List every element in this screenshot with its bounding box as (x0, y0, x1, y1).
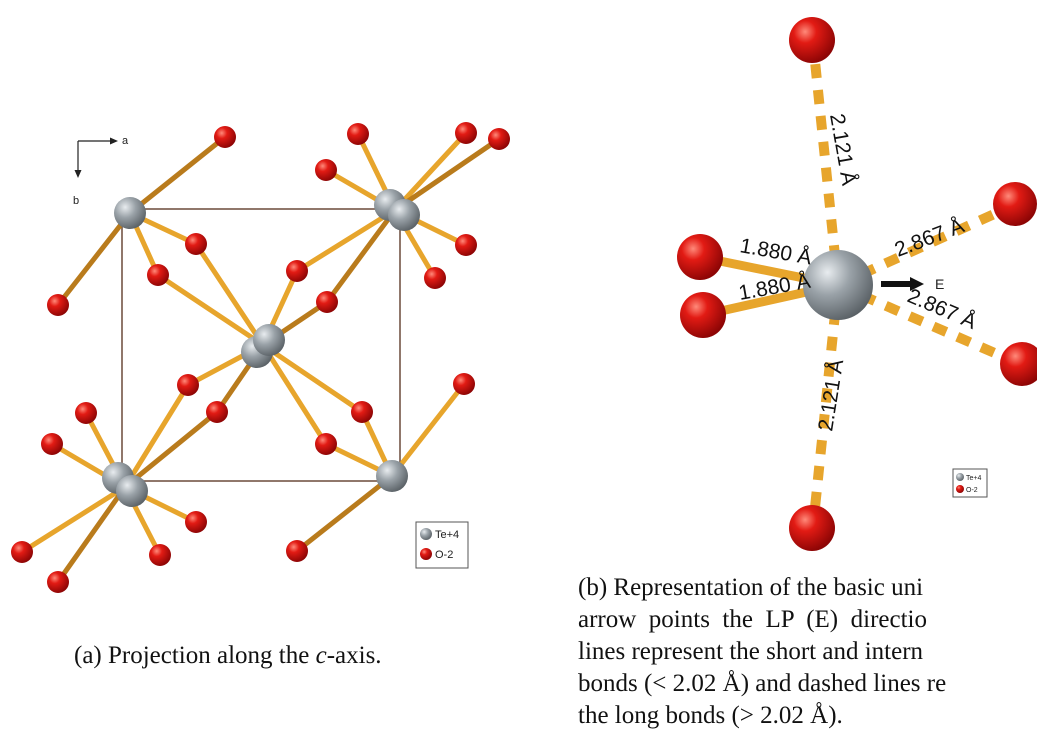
axis-label-a: a (122, 135, 129, 147)
caption-a: (a) Projection along the c-axis. (74, 640, 494, 672)
oxygen-atoms-panel-b (677, 17, 1037, 551)
caption-b-line: bonds (< 2.02 Å) and dashed lines re (578, 670, 947, 697)
legend-panel-b: Te+4 O-2 (952, 468, 988, 498)
tellurium-atom-panel-b (803, 250, 873, 320)
caption-b-line: arrow points the LP (E) directio (578, 606, 927, 633)
caption-b-line: (b) Representation of the basic uni (578, 574, 924, 601)
caption-b-line: lines represent the short and intern (578, 638, 924, 665)
caption-a-prefix: (a) Projection along the (74, 642, 316, 669)
legend-te: Te+4 (435, 529, 459, 541)
caption-a-italic: c (315, 642, 327, 669)
arrow-label-e: E (935, 276, 944, 292)
legend-b-te: Te+4 (966, 475, 981, 482)
caption-a-suffix: -axis. (326, 642, 382, 669)
panel-a-projection: a b (11, 122, 510, 593)
panel-b-basic-unit: E 2.121 Å 1.880 Å 1.880 Å 2.867 Å 2.867 … (677, 17, 1037, 551)
axis-indicator: a b (73, 135, 129, 207)
legend-b-o: O-2 (966, 487, 978, 494)
bond-label-bottom: 2.121 Å (814, 358, 848, 433)
bonds-panel-a (19, 130, 502, 585)
axis-label-b: b (73, 195, 79, 207)
legend-panel-a: Te+4 O-2 (415, 521, 469, 569)
caption-b: (b) Representation of the basic uni arro… (578, 572, 1037, 732)
tellurium-atoms-panel-a (102, 189, 420, 507)
caption-b-line: the long bonds (> 2.02 Å). (578, 702, 843, 729)
oxygen-atoms-panel-a (11, 122, 510, 593)
legend-o: O-2 (435, 549, 453, 561)
lone-pair-arrow: E (881, 276, 944, 292)
bond-label-long-upper: 2.867 Å (892, 214, 968, 261)
unit-cell (121, 208, 401, 482)
